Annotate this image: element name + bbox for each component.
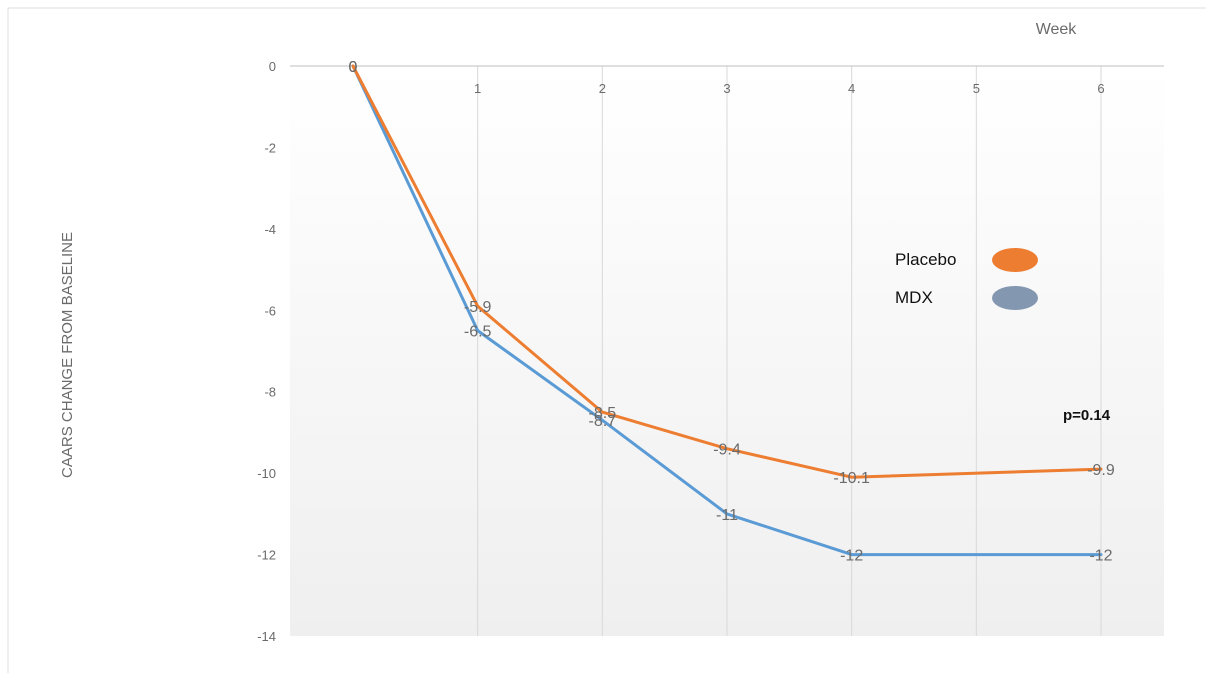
data-label-mdx-4: -12 bbox=[840, 548, 863, 565]
y-tick-label-neg2: -2 bbox=[264, 140, 276, 155]
legend-label-mdx: MDX bbox=[895, 288, 933, 307]
legend: Placebo MDX bbox=[895, 248, 1038, 310]
y-axis-ticks: 0 -2 -4 -6 -8 -10 -12 -14 bbox=[257, 59, 276, 644]
x-tick-label-1: 1 bbox=[474, 81, 481, 96]
series-lines bbox=[351, 64, 1103, 557]
gridlines bbox=[477, 66, 1102, 636]
y-tick-label-0: 0 bbox=[269, 59, 276, 74]
series-line-mdx bbox=[351, 64, 1103, 557]
y-tick-label-neg6: -6 bbox=[264, 303, 276, 318]
x-tick-label-6: 6 bbox=[1097, 81, 1104, 96]
data-label-mdx-3: -11 bbox=[716, 507, 738, 524]
p-value-annotation: p=0.14 bbox=[1063, 407, 1111, 424]
y-tick-label-neg14: -14 bbox=[257, 629, 276, 644]
data-label-placebo-4: -10.1 bbox=[833, 470, 870, 487]
y-tick-label-neg8: -8 bbox=[264, 385, 276, 400]
data-label-mdx-1: -6.5 bbox=[464, 324, 492, 341]
x-tick-label-4: 4 bbox=[848, 81, 855, 96]
x-tick-label-5: 5 bbox=[973, 81, 980, 96]
y-tick-label-neg10: -10 bbox=[257, 466, 276, 481]
legend-swatch-mdx bbox=[992, 286, 1038, 310]
data-label-placebo-3: -9.4 bbox=[713, 442, 741, 459]
y-axis-title: CAARS CHANGE FROM BASELINE bbox=[59, 232, 76, 478]
y-tick-label-neg4: -4 bbox=[264, 222, 276, 237]
data-label-placebo-2: -8.5 bbox=[589, 405, 617, 422]
y-tick-label-neg12: -12 bbox=[257, 548, 276, 563]
x-tick-label-2: 2 bbox=[599, 81, 606, 96]
data-label-placebo-0: 0 bbox=[349, 59, 358, 76]
x-axis-ticks: 1 2 3 4 5 6 bbox=[474, 81, 1105, 96]
legend-label-placebo: Placebo bbox=[895, 250, 956, 269]
x-axis-title: Week bbox=[1036, 21, 1078, 38]
data-label-mdx-2: -8.7 bbox=[589, 413, 617, 430]
series-line-placebo bbox=[351, 64, 1103, 479]
legend-swatch-placebo bbox=[992, 248, 1038, 272]
data-labels: 0-5.9-8.5-9.4-10.1 -9.90-6.5-8.7-11-12 -12 bbox=[349, 59, 1115, 565]
data-label-placebo-1: -5.9 bbox=[464, 299, 492, 316]
data-label-mdx-0: 0 bbox=[349, 59, 358, 76]
data-label-placebo-5: -9.9 bbox=[1087, 462, 1115, 479]
data-label-mdx-5: -12 bbox=[1089, 548, 1112, 565]
x-tick-label-3: 3 bbox=[723, 81, 730, 96]
